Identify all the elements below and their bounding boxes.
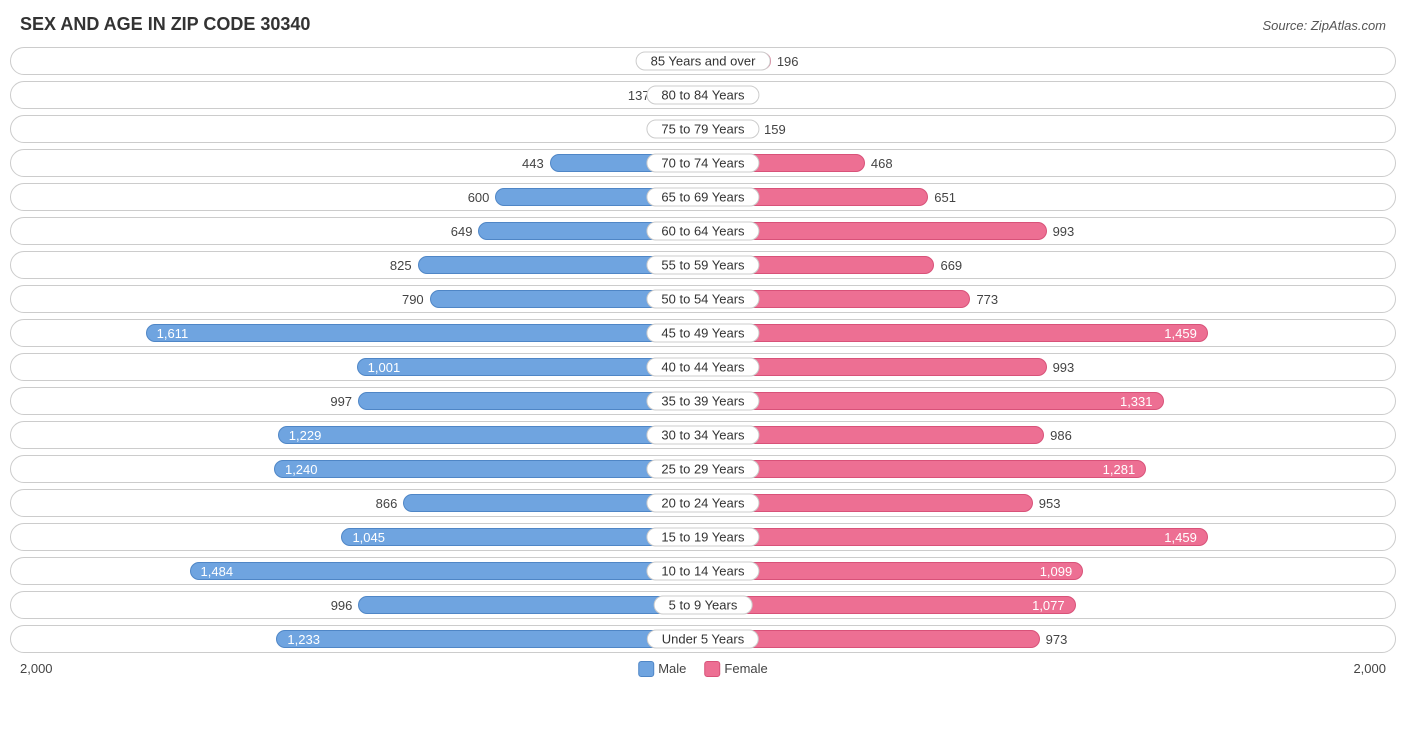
- pyramid-row: 9819685 Years and over: [10, 47, 1396, 75]
- age-category-label: 30 to 34 Years: [646, 426, 759, 445]
- legend-female-label: Female: [724, 661, 767, 676]
- male-value: 996: [325, 598, 359, 613]
- male-value: 1,001: [368, 360, 401, 375]
- male-value: 649: [445, 224, 479, 239]
- age-category-label: 5 to 9 Years: [654, 596, 753, 615]
- pyramid-row: 997 1,331 35 to 39 Years: [10, 387, 1396, 415]
- axis-max-right: 2,000: [1353, 661, 1386, 676]
- female-bar: 1,077: [703, 596, 1076, 614]
- pyramid-row: 600 651 65 to 69 Years: [10, 183, 1396, 211]
- age-category-label: 70 to 74 Years: [646, 154, 759, 173]
- pyramid-row: 1,045 1,459 15 to 19 Years: [10, 523, 1396, 551]
- female-value: 669: [934, 258, 968, 273]
- pyramid-row: 825 669 55 to 59 Years: [10, 251, 1396, 279]
- chart-source: Source: ZipAtlas.com: [1262, 18, 1386, 33]
- pyramid-row: 996 1,077 5 to 9 Years: [10, 591, 1396, 619]
- female-value: 468: [865, 156, 899, 171]
- pyramid-row: 866 953 20 to 24 Years: [10, 489, 1396, 517]
- pyramid-row: 1,001 993 40 to 44 Years: [10, 353, 1396, 381]
- male-value: 443: [516, 156, 550, 171]
- female-swatch-icon: [704, 661, 720, 677]
- legend-male-label: Male: [658, 661, 686, 676]
- age-category-label: 65 to 69 Years: [646, 188, 759, 207]
- female-value: 773: [970, 292, 1004, 307]
- age-category-label: Under 5 Years: [647, 630, 759, 649]
- female-bar: 1,459: [703, 324, 1208, 342]
- female-value: 1,459: [1164, 530, 1197, 545]
- female-value: 973: [1040, 632, 1074, 647]
- male-value: 600: [462, 190, 496, 205]
- chart-legend: Male Female: [638, 661, 768, 677]
- pyramid-row: 790 773 50 to 54 Years: [10, 285, 1396, 313]
- pyramid-row: 1,484 1,099 10 to 14 Years: [10, 557, 1396, 585]
- female-value: 953: [1033, 496, 1067, 511]
- female-value: 1,281: [1103, 462, 1136, 477]
- age-category-label: 25 to 29 Years: [646, 460, 759, 479]
- male-value: 1,229: [289, 428, 322, 443]
- age-category-label: 60 to 64 Years: [646, 222, 759, 241]
- age-category-label: 10 to 14 Years: [646, 562, 759, 581]
- female-value: 993: [1047, 224, 1081, 239]
- male-value: 1,045: [352, 530, 385, 545]
- male-bar: 1,240: [274, 460, 703, 478]
- male-value: 997: [324, 394, 358, 409]
- pyramid-row: 1379580 to 84 Years: [10, 81, 1396, 109]
- male-value: 1,484: [201, 564, 234, 579]
- female-value: 1,459: [1164, 326, 1197, 341]
- female-value: 196: [771, 54, 805, 69]
- age-category-label: 20 to 24 Years: [646, 494, 759, 513]
- male-bar: 1,484: [190, 562, 703, 580]
- male-value: 1,240: [285, 462, 318, 477]
- male-value: 1,233: [287, 632, 320, 647]
- female-bar: 1,099: [703, 562, 1083, 580]
- population-pyramid-chart: 9819685 Years and over 1379580 to 84 Year…: [10, 47, 1396, 653]
- pyramid-row: 649 993 60 to 64 Years: [10, 217, 1396, 245]
- male-value: 866: [370, 496, 404, 511]
- pyramid-row: 8615975 to 79 Years: [10, 115, 1396, 143]
- male-bar: [358, 596, 703, 614]
- age-category-label: 85 Years and over: [636, 52, 771, 71]
- male-bar: 1,611: [146, 324, 703, 342]
- age-category-label: 55 to 59 Years: [646, 256, 759, 275]
- age-category-label: 45 to 49 Years: [646, 324, 759, 343]
- age-category-label: 35 to 39 Years: [646, 392, 759, 411]
- chart-header: SEX AND AGE IN ZIP CODE 30340 Source: Zi…: [10, 10, 1396, 47]
- pyramid-row: 1,240 1,281 25 to 29 Years: [10, 455, 1396, 483]
- male-value: 825: [384, 258, 418, 273]
- age-category-label: 75 to 79 Years: [646, 120, 759, 139]
- pyramid-row: 1,233 973 Under 5 Years: [10, 625, 1396, 653]
- female-bar: 1,281: [703, 460, 1146, 478]
- male-value: 790: [396, 292, 430, 307]
- male-value: 1,611: [157, 326, 189, 341]
- female-value: 986: [1044, 428, 1078, 443]
- male-bar: 1,229: [278, 426, 703, 444]
- female-value: 1,099: [1040, 564, 1073, 579]
- chart-footer: 2,000 Male Female 2,000: [10, 659, 1396, 683]
- pyramid-row: 1,229 986 30 to 34 Years: [10, 421, 1396, 449]
- age-category-label: 50 to 54 Years: [646, 290, 759, 309]
- female-value: 1,331: [1120, 394, 1153, 409]
- female-value: 993: [1047, 360, 1081, 375]
- axis-max-left: 2,000: [20, 661, 53, 676]
- age-category-label: 80 to 84 Years: [646, 86, 759, 105]
- male-bar: 1,233: [276, 630, 703, 648]
- female-bar: 1,331: [703, 392, 1164, 410]
- female-bar: 1,459: [703, 528, 1208, 546]
- age-category-label: 15 to 19 Years: [646, 528, 759, 547]
- female-value: 159: [758, 122, 792, 137]
- chart-title: SEX AND AGE IN ZIP CODE 30340: [20, 14, 310, 35]
- pyramid-row: 1,611 1,459 45 to 49 Years: [10, 319, 1396, 347]
- legend-male: Male: [638, 661, 686, 677]
- legend-female: Female: [704, 661, 767, 677]
- age-category-label: 40 to 44 Years: [646, 358, 759, 377]
- female-value: 651: [928, 190, 962, 205]
- pyramid-row: 443 468 70 to 74 Years: [10, 149, 1396, 177]
- male-swatch-icon: [638, 661, 654, 677]
- female-value: 1,077: [1032, 598, 1065, 613]
